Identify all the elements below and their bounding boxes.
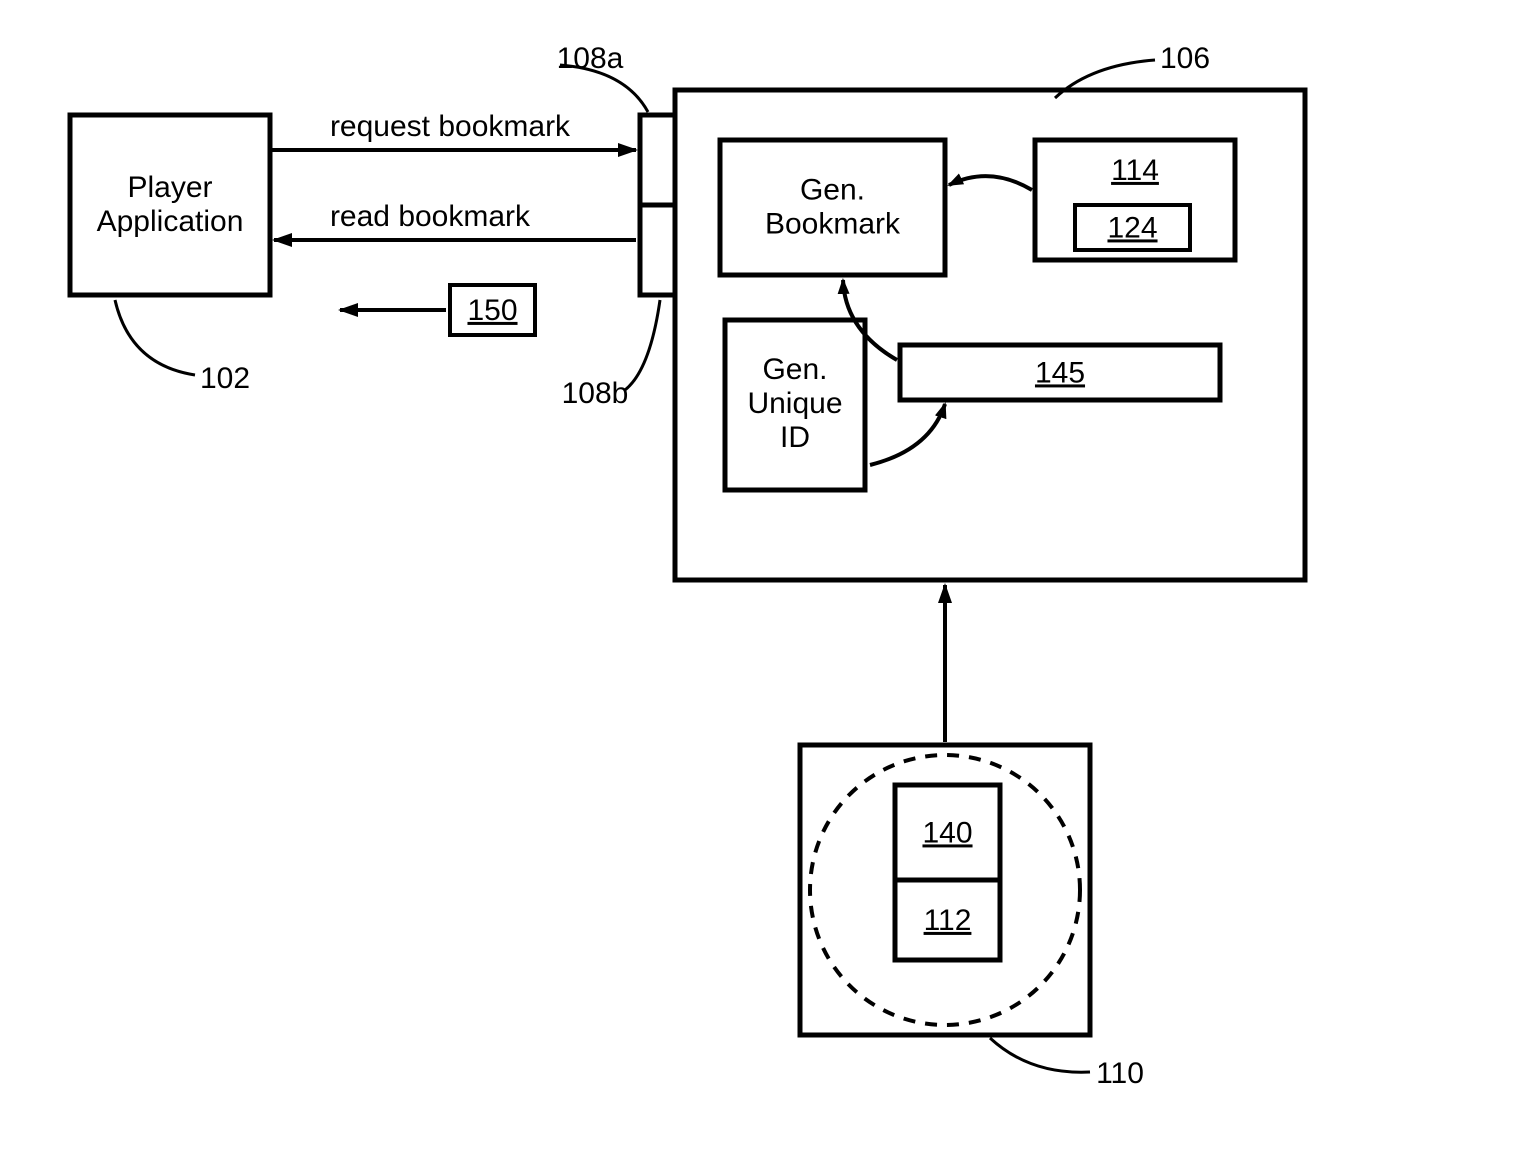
ref-112: 112 [924,904,972,937]
ref-106: 106 [1160,42,1210,75]
port-108a [640,115,675,205]
ref-110: 110 [1096,1057,1144,1090]
svg-text:Gen.: Gen. [800,173,865,206]
player-application-label-2: Application [97,205,244,238]
request-bookmark-label: request bookmark [330,110,571,143]
ref-102: 102 [200,362,250,395]
ref-145: 145 [1035,356,1085,389]
ref-108a: 108a [557,42,624,75]
ref-114: 114 [1111,154,1159,187]
svg-text:Unique: Unique [747,387,842,420]
svg-text:Bookmark: Bookmark [765,207,901,240]
player-application-label-1: Player [127,171,212,204]
port-108b [640,205,675,295]
read-bookmark-label: read bookmark [330,200,531,233]
ref-140: 140 [922,816,972,849]
svg-text:Gen.: Gen. [762,353,827,386]
ref-150: 150 [467,294,517,327]
svg-text:ID: ID [780,421,810,454]
ref-108b: 108b [562,377,629,410]
ref-124: 124 [1107,211,1157,244]
